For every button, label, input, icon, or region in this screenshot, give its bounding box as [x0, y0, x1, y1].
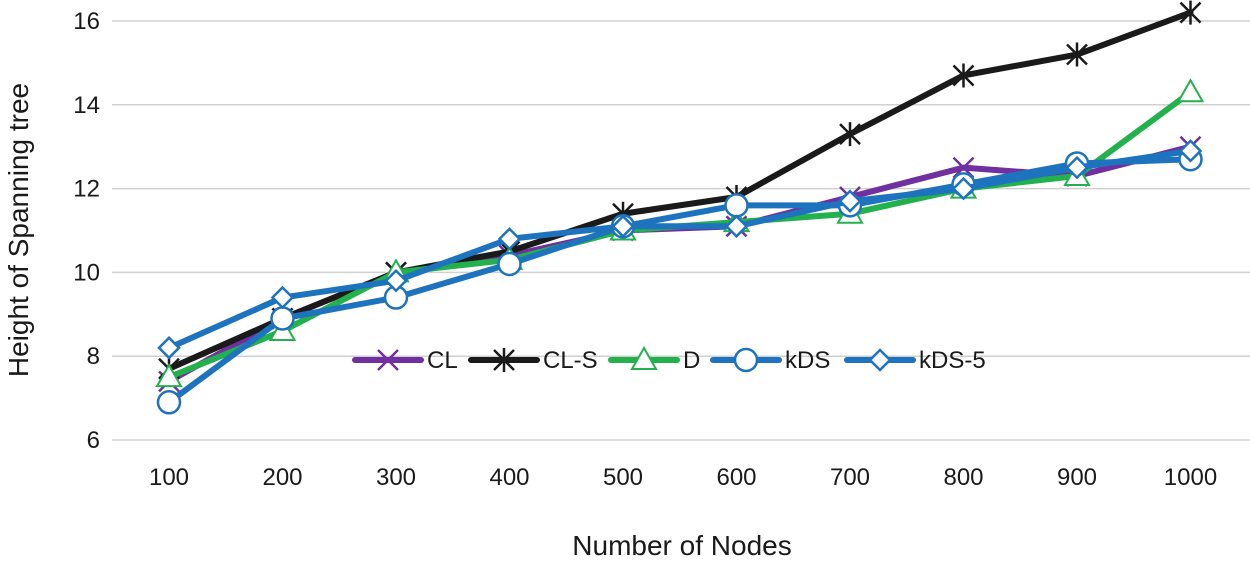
- gridlines: [112, 20, 1250, 441]
- legend-item-kds-5: kDS-5: [844, 347, 986, 374]
- data-point-cl-s: [839, 122, 861, 147]
- legend-marker: [630, 345, 658, 370]
- x-tick-label: 300: [376, 464, 416, 491]
- x-axis-title: Number of Nodes: [572, 530, 791, 561]
- y-tick-label: 12: [73, 176, 100, 203]
- data-point-kds: [497, 251, 522, 277]
- legend-item-kds: kDS: [710, 347, 830, 374]
- data-point-kds-5: [157, 336, 181, 360]
- series-kds-5: [157, 139, 1203, 360]
- legend-label: CL-S: [543, 347, 598, 374]
- legend-item-cl-s: CL-S: [468, 347, 598, 374]
- legend-item-cl: CL: [352, 347, 458, 374]
- legend-marker: [868, 348, 892, 372]
- data-point-cl-s: [1066, 42, 1088, 67]
- y-tick-label: 6: [87, 427, 100, 454]
- legend-marker: [377, 349, 399, 371]
- x-axis-ticks: 100 200 300 400 500 600 700 800 900 1000: [149, 464, 1217, 491]
- data-point-kds-5: [270, 285, 295, 310]
- data-point-kds-5: [497, 227, 522, 251]
- data-point-cl-s: [1179, 0, 1202, 25]
- y-axis-ticks: 6 8 10 12 14 16: [73, 8, 100, 454]
- legend-label: kDS: [785, 347, 830, 374]
- data-point-d: [1176, 78, 1205, 103]
- x-tick-label: 800: [943, 464, 983, 491]
- y-tick-label: 16: [73, 8, 100, 35]
- x-tick-label: 700: [830, 464, 870, 491]
- data-point-kds-5: [384, 269, 408, 293]
- x-tick-label: 500: [603, 464, 643, 491]
- legend-label: kDS-5: [919, 347, 986, 374]
- x-tick-label: 1000: [1164, 464, 1217, 491]
- legend-label: D: [683, 347, 700, 374]
- data-point-kds-5: [1065, 155, 1089, 180]
- data-point-kds-5: [951, 176, 976, 201]
- legend-item-d: D: [608, 345, 700, 374]
- data-point-kds: [156, 390, 182, 415]
- x-tick-label: 400: [489, 464, 529, 491]
- series-line-cl-s: [166, 9, 1194, 372]
- y-tick-label: 10: [73, 259, 100, 286]
- x-tick-label: 200: [262, 464, 302, 491]
- series-line-kds: [166, 156, 1194, 406]
- data-point-kds-5: [1178, 139, 1203, 163]
- series-cl-s: [158, 0, 1202, 381]
- legend-marker: [493, 348, 515, 372]
- series-line-kds-5: [166, 147, 1194, 351]
- x-tick-label: 600: [716, 464, 756, 491]
- series-lines: [155, 0, 1205, 415]
- x-tick-label: 100: [149, 464, 189, 491]
- legend-marker: [733, 347, 759, 373]
- data-point-d: [155, 363, 183, 388]
- y-axis-title: Height of Spanning tree: [3, 83, 34, 377]
- data-point-kds: [724, 193, 749, 218]
- data-point-kds-5: [838, 189, 862, 213]
- data-point-cl-s: [952, 63, 975, 88]
- y-tick-label: 8: [87, 343, 100, 370]
- y-tick-label: 14: [73, 92, 100, 119]
- data-point-kds-5: [724, 214, 749, 239]
- data-point-kds: [270, 306, 295, 331]
- legend-label: CL: [427, 347, 458, 374]
- data-point-kds-5: [611, 214, 635, 239]
- series-d: [155, 78, 1205, 388]
- series-line-d: [166, 89, 1194, 381]
- x-tick-label: 900: [1057, 464, 1097, 491]
